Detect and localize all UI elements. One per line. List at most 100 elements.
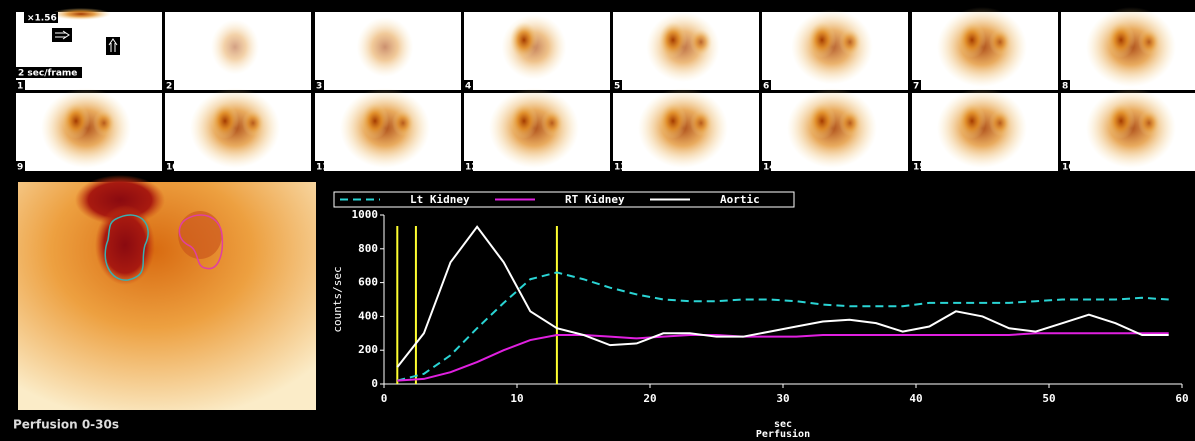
frame-blob: [808, 103, 836, 139]
summary-image: Perfusion 0-30s: [13, 175, 316, 432]
frame: 3: [315, 12, 461, 92]
frame-blob: [958, 103, 986, 139]
frame-blob: [690, 29, 712, 55]
frame-number-bg: [912, 80, 921, 90]
zoom-label: ×1.56: [27, 14, 57, 24]
frame-number-bg: [464, 161, 473, 171]
zoom-bg: [24, 12, 58, 23]
arrow-up-icon: [106, 37, 120, 55]
frame-blob: [1107, 22, 1135, 58]
frame-number: 11: [316, 163, 329, 173]
frame-number-bg: [16, 161, 25, 171]
series-line: [396, 225, 1169, 368]
frame-number: 5: [614, 82, 620, 92]
frame-number-bg: [912, 161, 921, 171]
x-axis-label: sec: [774, 419, 792, 430]
frame: 16: [1061, 88, 1195, 173]
frame-blob: [210, 19, 260, 75]
frame-number-bg: [1061, 161, 1070, 171]
legend-box: [333, 191, 795, 208]
frame: 12: [464, 88, 610, 173]
frame: 5: [613, 12, 759, 92]
frame-blob: [62, 103, 90, 139]
frame-number: 16: [1062, 163, 1075, 173]
x-tick-label: 20: [643, 392, 656, 405]
frame: 13: [613, 88, 759, 173]
frame-number: 4: [465, 82, 471, 92]
frame-blob: [541, 110, 563, 136]
series-line: [397, 332, 1169, 382]
frame-blob: [659, 103, 687, 139]
frame-number-bg: [16, 80, 25, 90]
frame-blob: [93, 110, 115, 136]
x-tick-label: 40: [909, 392, 922, 405]
left-kidney-hotspot: [95, 205, 155, 285]
frame-number: 1: [17, 82, 23, 92]
y-tick-label: 1000: [352, 208, 379, 221]
frame-blob: [242, 110, 264, 136]
arrow-right: [55, 30, 70, 40]
frame: 4: [464, 12, 610, 92]
y-axis-label: counts/sec: [331, 266, 344, 332]
frame-blob: [510, 22, 538, 58]
frame-number-bg: [613, 161, 622, 171]
rate-label: 2 sec/frame: [18, 69, 77, 79]
x-tick-label: 0: [381, 392, 388, 405]
frame-blob: [839, 110, 861, 136]
y-tick-label: 0: [371, 377, 378, 390]
frame-number-bg: [315, 80, 324, 90]
arrow-up: [108, 38, 118, 52]
frame-blob: [356, 17, 414, 77]
frame-number-bg: [762, 80, 771, 90]
frame-number: 7: [913, 82, 919, 92]
y-tick-label: 200: [358, 343, 378, 356]
rate-bg: [16, 67, 82, 78]
image-bg: [18, 182, 316, 410]
frame-number-bg: [165, 80, 174, 90]
frame: 9: [16, 88, 162, 173]
frame: 6: [762, 9, 908, 92]
frame-number: 3: [316, 82, 322, 92]
frame: 15: [912, 88, 1058, 173]
frame-number: 15: [913, 163, 926, 173]
frame-blob: [690, 110, 712, 136]
x-tick-label: 30: [776, 392, 789, 405]
frame-blob: [659, 22, 687, 58]
legend-label: Lt Kidney: [410, 193, 470, 206]
arrow-right-icon: [52, 28, 72, 42]
frame-number-bg: [613, 80, 622, 90]
right-kidney-hotspot: [178, 211, 222, 259]
frame-blob: [1107, 103, 1135, 139]
legend-label: RT Kidney: [565, 193, 625, 206]
legend-label: Aortic: [720, 193, 760, 206]
frame-blob: [989, 29, 1011, 55]
frame-blob: [361, 103, 389, 139]
frame: 7: [912, 7, 1058, 92]
frame: 10: [165, 88, 311, 173]
frame-blob: [989, 110, 1011, 136]
aorta-hotspot: [75, 175, 165, 225]
chart: 0 200 400 600 800 1000 0 10 20 30 40 50 60 counts/sec…: [331, 208, 1189, 440]
frame-number: 8: [1062, 82, 1068, 92]
frame-blob: [958, 22, 986, 58]
frame-number: 6: [763, 82, 769, 92]
frame-number: 10: [166, 163, 179, 173]
frame: 14: [762, 88, 908, 173]
frame-blob: [51, 8, 111, 20]
x-tick-label: 10: [510, 392, 523, 405]
right-kidney-roi: [178, 214, 224, 270]
frame-blob: [808, 22, 836, 58]
frame-number: 12: [465, 163, 478, 173]
frame-number: 2: [166, 82, 172, 92]
frame-number-bg: [1061, 80, 1070, 90]
y-tick-label: 600: [358, 276, 378, 289]
x-axis-footer: Perfusion: [756, 428, 810, 440]
frame-blob: [392, 110, 414, 136]
frame: 8: [1061, 7, 1195, 92]
left-kidney-roi: [104, 214, 149, 281]
frame: 2: [165, 12, 311, 92]
x-tick-label: 60: [1175, 392, 1188, 405]
image-label: Perfusion 0-30s: [13, 418, 119, 432]
frame-number: 14: [763, 163, 776, 173]
